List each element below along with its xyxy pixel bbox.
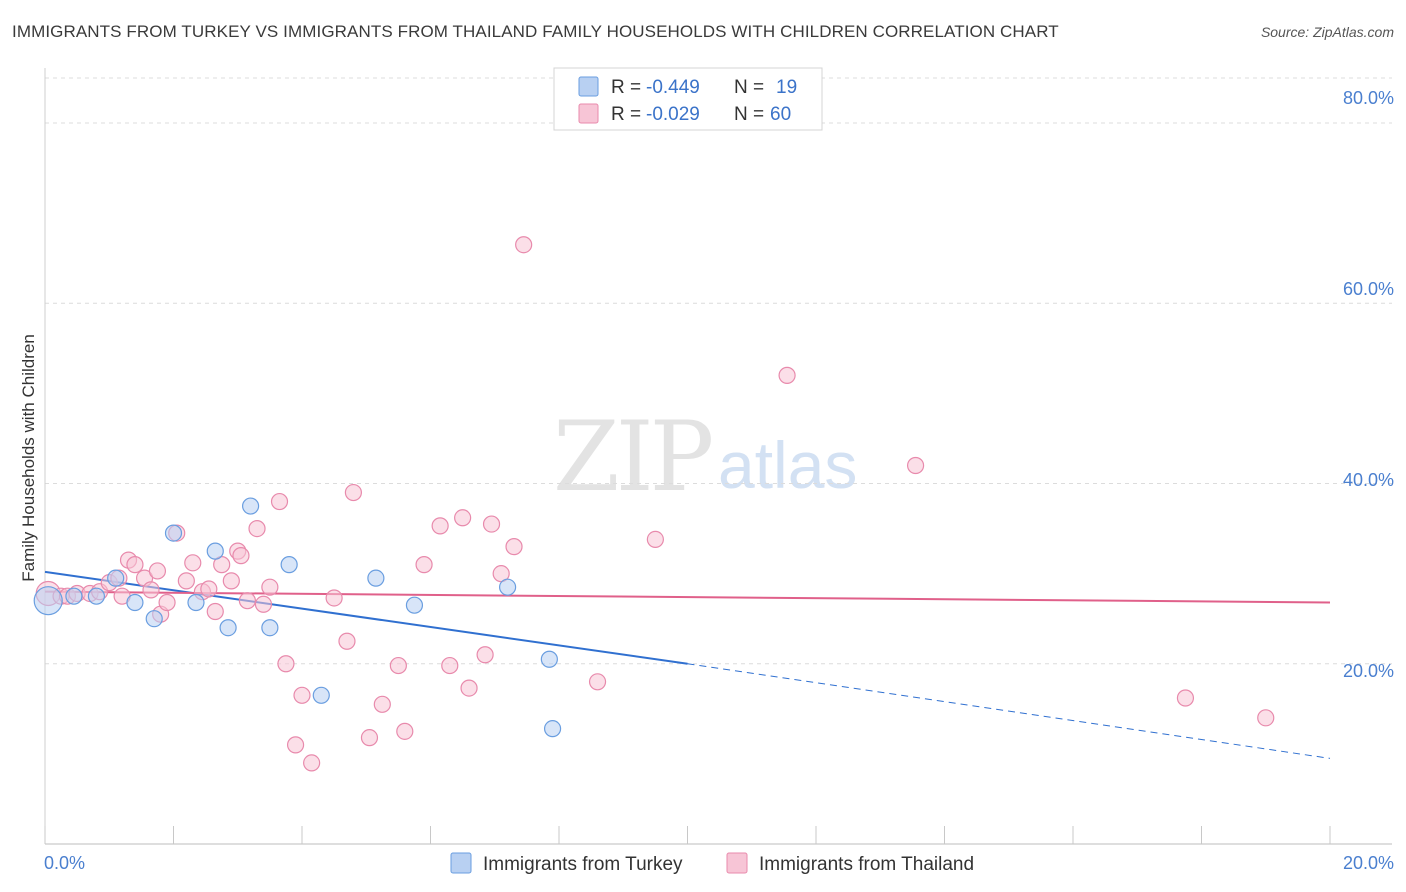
point-thailand-50	[505, 538, 523, 556]
point-turkey-4	[126, 593, 144, 612]
chart-source: Source: ZipAtlas.com	[1260, 24, 1394, 40]
point-thailand-31	[277, 655, 295, 673]
y-axis-title: Family Households with Children	[19, 334, 38, 582]
trend-line-thailand	[44, 590, 1331, 604]
point-thailand-52	[588, 673, 607, 691]
series-legend: Immigrants from Turkey Immigrants from T…	[450, 852, 974, 875]
legend-thailand-n-label: N =	[734, 104, 769, 125]
point-thailand-56	[1176, 689, 1195, 707]
point-turkey-15	[405, 596, 424, 614]
point-thailand-23	[222, 572, 240, 590]
trend-lines	[44, 570, 1331, 759]
point-thailand-46	[460, 679, 478, 697]
point-thailand-45	[454, 509, 472, 527]
point-thailand-15	[158, 593, 176, 612]
y-tick-label-20: 20.0%	[1343, 661, 1394, 681]
point-turkey-8	[206, 542, 224, 560]
point-turkey-11	[261, 619, 279, 637]
point-thailand-21	[206, 602, 224, 621]
bottom-legend-swatch-thailand	[726, 852, 748, 874]
y-tick-label-60: 60.0%	[1343, 279, 1394, 299]
point-thailand-41	[396, 722, 414, 740]
point-thailand-44	[441, 656, 459, 675]
point-thailand-53	[646, 530, 664, 549]
legend-turkey-r-value: -0.449	[646, 77, 700, 98]
x-tick-label-max: 20.0%	[1343, 853, 1394, 873]
watermark-zip: ZIP	[553, 401, 712, 513]
point-thailand-36	[338, 632, 356, 650]
point-thailand-25	[232, 547, 250, 565]
point-thailand-47	[476, 646, 494, 664]
point-turkey-13	[312, 686, 330, 704]
y-tick-label-80: 80.0%	[1343, 88, 1394, 108]
bottom-legend-label-turkey: Immigrants from Turkey	[483, 854, 683, 875]
point-turkey-12	[280, 556, 298, 574]
point-thailand-40	[389, 656, 407, 675]
point-thailand-28	[254, 595, 273, 613]
point-thailand-35	[325, 589, 343, 607]
point-thailand-57	[1257, 709, 1275, 727]
legend-frame	[553, 67, 823, 131]
chart-title: IMMIGRANTS FROM TURKEY VS IMMIGRANTS FRO…	[12, 22, 1059, 41]
point-thailand-32	[286, 736, 305, 754]
point-thailand-34	[303, 754, 321, 772]
legend-turkey-n-label: N =	[734, 77, 769, 98]
point-thailand-30	[270, 492, 289, 511]
correlation-legend: R = -0.449 N = 19 R = -0.029 N = 60	[553, 67, 823, 131]
legend-thailand-n-value: 60	[770, 104, 791, 125]
point-turkey-14	[367, 569, 385, 587]
point-thailand-29	[261, 578, 279, 596]
point-thailand-13	[148, 562, 167, 580]
point-turkey-0	[33, 586, 63, 616]
bottom-legend-label-thailand: Immigrants from Thailand	[759, 854, 974, 875]
y-tick-label-40: 40.0%	[1343, 470, 1394, 490]
legend-thailand-r-value: -0.029	[646, 104, 700, 125]
trend-line-turkey-extension	[687, 663, 1331, 759]
point-turkey-3	[107, 569, 125, 587]
point-turkey-7	[187, 593, 205, 612]
legend-turkey-r-label: R =	[611, 77, 646, 98]
point-thailand-17	[177, 572, 195, 590]
point-turkey-6	[164, 524, 183, 542]
point-thailand-27	[248, 519, 266, 538]
legend-swatch-turkey	[578, 76, 599, 97]
point-thailand-48	[482, 515, 501, 533]
point-turkey-18	[543, 720, 562, 738]
point-thailand-37	[344, 483, 362, 502]
point-thailand-20	[200, 580, 218, 598]
point-turkey-1	[65, 587, 83, 605]
legend-turkey-n-value: 19	[776, 77, 797, 98]
grid-lines	[45, 77, 1392, 665]
x-tick-label-min: 0.0%	[44, 853, 85, 873]
legend-swatch-thailand	[578, 103, 599, 124]
data-points	[33, 236, 1275, 772]
point-turkey-10	[242, 497, 260, 515]
point-turkey-5	[145, 610, 163, 628]
point-turkey-16	[499, 578, 517, 596]
point-thailand-54	[778, 366, 796, 384]
legend-thailand-r-label: R =	[611, 104, 646, 125]
point-thailand-33	[293, 686, 311, 704]
bottom-legend-swatch-turkey	[450, 852, 472, 874]
point-thailand-39	[373, 695, 391, 713]
point-thailand-51	[515, 236, 533, 254]
point-thailand-42	[415, 556, 433, 574]
point-thailand-18	[184, 554, 202, 572]
point-thailand-12	[142, 581, 160, 599]
point-thailand-43	[431, 517, 449, 535]
point-thailand-10	[126, 556, 144, 574]
watermark-atlas: atlas	[718, 428, 857, 502]
axes	[44, 68, 1392, 845]
point-turkey-9	[219, 619, 237, 637]
point-turkey-2	[87, 587, 106, 605]
point-thailand-55	[906, 456, 925, 475]
point-thailand-38	[360, 729, 379, 747]
point-turkey-17	[540, 650, 558, 668]
point-thailand-26	[238, 592, 256, 610]
